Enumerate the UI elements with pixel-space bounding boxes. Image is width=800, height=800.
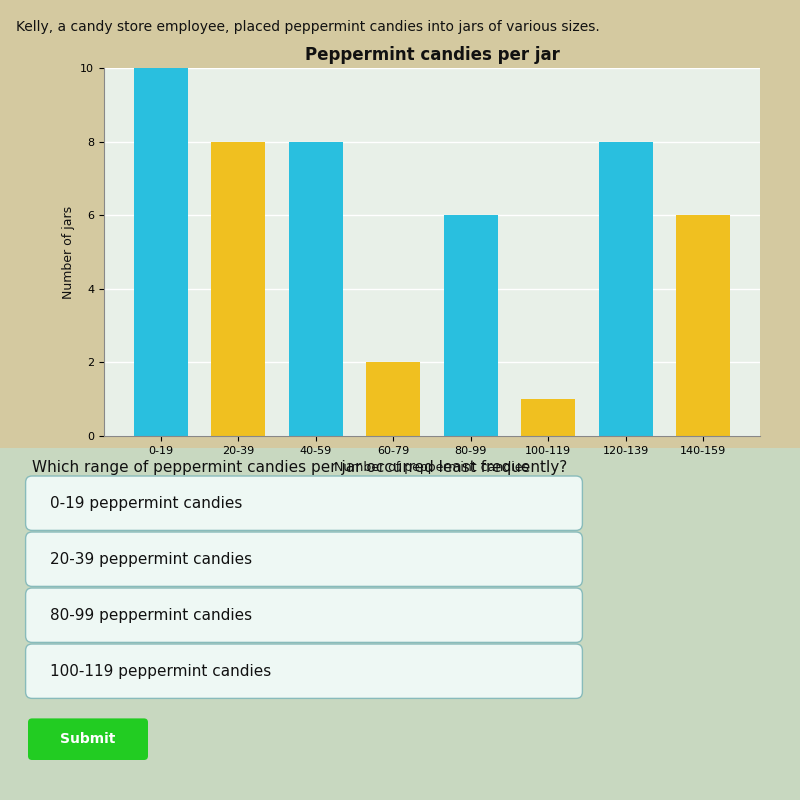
Text: 100-119 peppermint candies: 100-119 peppermint candies <box>50 664 271 678</box>
Bar <box>598 142 653 436</box>
Y-axis label: Number of jars: Number of jars <box>62 206 74 298</box>
Bar <box>289 142 343 436</box>
Title: Peppermint candies per jar: Peppermint candies per jar <box>305 46 559 64</box>
Text: Which range of peppermint candies per jar occurred least frequently?: Which range of peppermint candies per ja… <box>32 460 567 475</box>
Bar <box>366 362 420 436</box>
Text: 0-19 peppermint candies: 0-19 peppermint candies <box>50 496 242 510</box>
Bar <box>211 142 266 436</box>
Text: 20-39 peppermint candies: 20-39 peppermint candies <box>50 552 252 566</box>
Bar <box>134 68 188 436</box>
Text: Kelly, a candy store employee, placed peppermint candies into jars of various si: Kelly, a candy store employee, placed pe… <box>16 20 600 34</box>
Text: 80-99 peppermint candies: 80-99 peppermint candies <box>50 608 252 622</box>
Bar <box>676 215 730 436</box>
X-axis label: Number of peppermint candies: Number of peppermint candies <box>334 462 530 474</box>
Bar <box>521 399 575 436</box>
Bar <box>444 215 498 436</box>
Text: Submit: Submit <box>60 732 116 746</box>
